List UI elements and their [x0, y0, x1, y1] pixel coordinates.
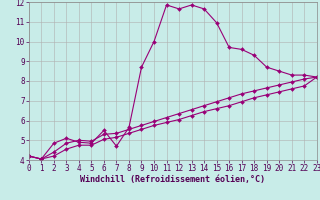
X-axis label: Windchill (Refroidissement éolien,°C): Windchill (Refroidissement éolien,°C) — [80, 175, 265, 184]
